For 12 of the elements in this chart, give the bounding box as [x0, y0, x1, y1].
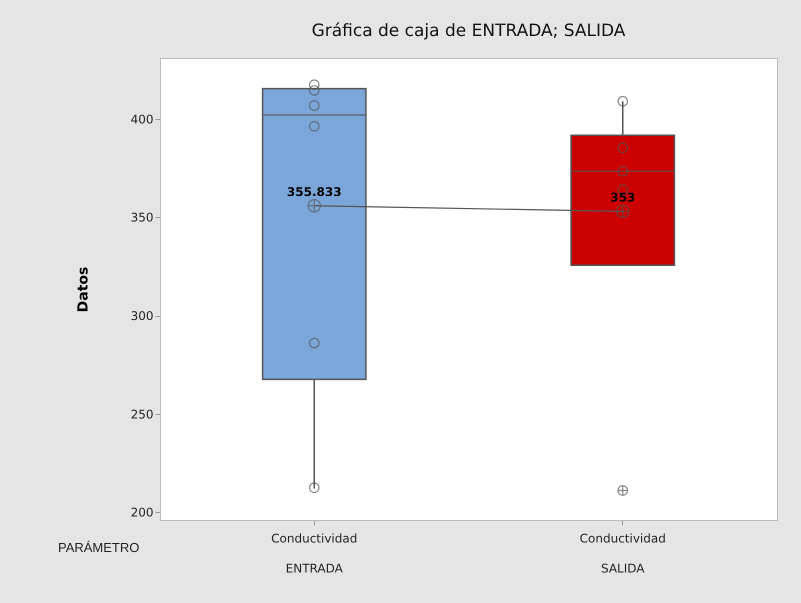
y-tick-label: 300 [130, 309, 154, 324]
data-label: 355.833 [286, 184, 342, 199]
y-tick-label: 350 [130, 210, 154, 225]
y-axis-title: Datos [76, 266, 92, 312]
category-label: Conductividad ENTRADA [271, 532, 358, 576]
y-tick-label: 200 [130, 506, 154, 520]
y-tick-label: 250 [130, 407, 154, 422]
y-tick-label: 400 [130, 112, 154, 126]
category-label: Conductividad SALIDA [580, 532, 666, 576]
text: PARÁMETRO [58, 540, 140, 555]
chart-title: Gráfica de caja de ENTRADA; SALIDA [312, 21, 626, 41]
data-label: 353 [610, 190, 636, 204]
